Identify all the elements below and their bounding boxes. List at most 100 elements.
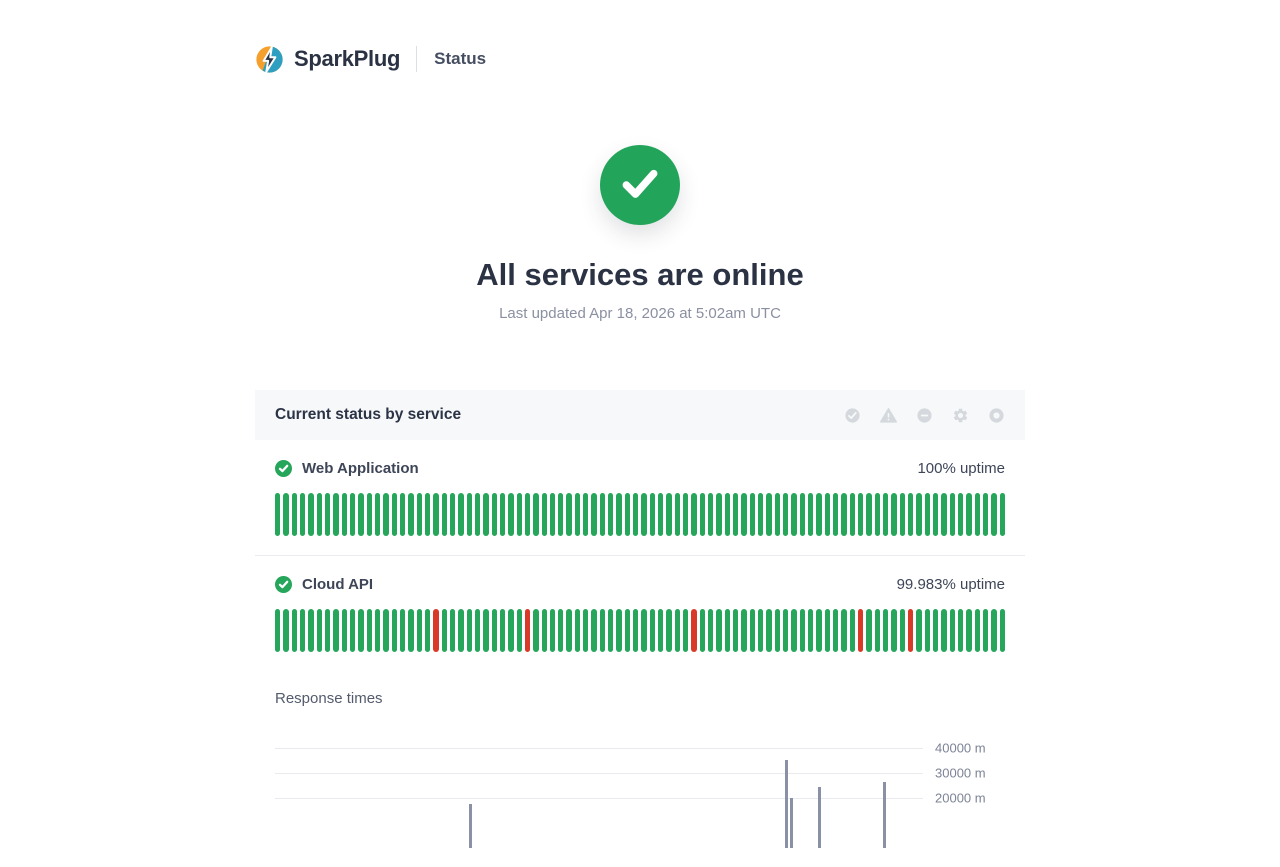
uptime-bar-up[interactable] <box>366 609 372 652</box>
uptime-bar-up[interactable] <box>824 609 830 652</box>
uptime-bar-up[interactable] <box>683 609 689 652</box>
uptime-bar-up[interactable] <box>832 493 839 536</box>
uptime-bar-up[interactable] <box>308 609 314 652</box>
uptime-bar-up[interactable] <box>574 609 581 652</box>
uptime-bar-up[interactable] <box>849 493 855 536</box>
uptime-bar-up[interactable] <box>466 493 472 536</box>
brand-logo-link[interactable]: SparkPlug <box>255 45 400 74</box>
response-times-chart[interactable]: 40000 m 30000 m 20000 m <box>275 723 1005 848</box>
uptime-bar-up[interactable] <box>608 493 614 536</box>
uptime-bar-up[interactable] <box>458 609 464 652</box>
uptime-bar-up[interactable] <box>566 609 572 652</box>
uptime-bar-up[interactable] <box>724 493 731 536</box>
uptime-bar-up[interactable] <box>399 609 406 652</box>
uptime-bar-up[interactable] <box>433 493 439 536</box>
check-circle-icon[interactable] <box>844 407 861 424</box>
uptime-bar-up[interactable] <box>583 493 589 536</box>
uptime-bar-up[interactable] <box>999 609 1005 652</box>
uptime-bar-up[interactable] <box>866 609 872 652</box>
uptime-bar-up[interactable] <box>832 609 839 652</box>
uptime-bar-down[interactable] <box>524 609 531 652</box>
uptime-bar-up[interactable] <box>783 493 789 536</box>
uptime-bar-up[interactable] <box>383 609 389 652</box>
uptime-bar-up[interactable] <box>499 609 506 652</box>
uptime-bar-up[interactable] <box>333 609 339 652</box>
uptime-bar-up[interactable] <box>674 609 681 652</box>
uptime-bar-up[interactable] <box>516 493 522 536</box>
uptime-bar-up[interactable] <box>374 609 381 652</box>
uptime-bar-up[interactable] <box>391 493 397 536</box>
gear-icon[interactable] <box>952 407 969 424</box>
uptime-bar-up[interactable] <box>758 493 764 536</box>
uptime-bar-up[interactable] <box>816 493 822 536</box>
uptime-bar-up[interactable] <box>974 609 980 652</box>
uptime-bar-up[interactable] <box>783 609 789 652</box>
uptime-bar-up[interactable] <box>424 493 431 536</box>
uptime-bar-up[interactable] <box>583 609 589 652</box>
uptime-bar-up[interactable] <box>733 493 739 536</box>
uptime-bar-up[interactable] <box>441 493 447 536</box>
uptime-bar-up[interactable] <box>324 493 331 536</box>
uptime-bar-up[interactable] <box>424 609 431 652</box>
uptime-bar-up[interactable] <box>907 493 914 536</box>
uptime-bar-up[interactable] <box>949 493 955 536</box>
uptime-bar-up[interactable] <box>591 609 597 652</box>
uptime-bar-up[interactable] <box>549 493 556 536</box>
uptime-bar-up[interactable] <box>641 609 647 652</box>
uptime-bar-up[interactable] <box>374 493 381 536</box>
uptime-bar-up[interactable] <box>483 609 489 652</box>
uptime-bar-up[interactable] <box>874 609 880 652</box>
uptime-bar-up[interactable] <box>949 609 955 652</box>
uptime-bar-up[interactable] <box>882 609 889 652</box>
uptime-bar-up[interactable] <box>574 493 581 536</box>
uptime-bar-up[interactable] <box>932 609 939 652</box>
uptime-bar-up[interactable] <box>591 493 597 536</box>
uptime-bar-up[interactable] <box>549 609 556 652</box>
uptime-bar-up[interactable] <box>816 609 822 652</box>
uptime-bar-up[interactable] <box>558 493 564 536</box>
uptime-bar-up[interactable] <box>408 609 414 652</box>
uptime-bar-up[interactable] <box>808 609 814 652</box>
uptime-bar-up[interactable] <box>299 493 306 536</box>
uptime-bar-up[interactable] <box>841 493 847 536</box>
uptime-bar-up[interactable] <box>541 493 547 536</box>
uptime-bar-up[interactable] <box>491 493 497 536</box>
uptime-bar-up[interactable] <box>916 609 922 652</box>
uptime-bar-up[interactable] <box>658 609 664 652</box>
uptime-bar-up[interactable] <box>316 493 322 536</box>
uptime-bar-up[interactable] <box>324 609 331 652</box>
uptime-bar-up[interactable] <box>449 609 456 652</box>
uptime-bar-up[interactable] <box>866 493 872 536</box>
uptime-bar-up[interactable] <box>941 493 947 536</box>
uptime-bar-up[interactable] <box>916 493 922 536</box>
uptime-bar-up[interactable] <box>699 493 706 536</box>
uptime-bar-up[interactable] <box>383 493 389 536</box>
uptime-bar-up[interactable] <box>699 609 706 652</box>
uptime-bar-down[interactable] <box>907 609 914 652</box>
uptime-bar-up[interactable] <box>882 493 889 536</box>
uptime-bar-up[interactable] <box>491 609 497 652</box>
uptime-bar-up[interactable] <box>283 609 289 652</box>
minus-circle-icon[interactable] <box>916 407 933 424</box>
uptime-bar-up[interactable] <box>941 609 947 652</box>
uptime-bar-up[interactable] <box>991 609 997 652</box>
uptime-bar-up[interactable] <box>349 609 356 652</box>
uptime-bar-up[interactable] <box>599 493 606 536</box>
uptime-bar-up[interactable] <box>649 493 656 536</box>
uptime-bar-up[interactable] <box>791 493 797 536</box>
uptime-bar-up[interactable] <box>666 609 672 652</box>
uptime-bar-up[interactable] <box>957 609 964 652</box>
uptime-bar-up[interactable] <box>957 493 964 536</box>
uptime-bar-up[interactable] <box>791 609 797 652</box>
uptime-bar-up[interactable] <box>416 493 422 536</box>
uptime-bar-up[interactable] <box>391 609 397 652</box>
uptime-bar-up[interactable] <box>674 493 681 536</box>
uptime-bar-up[interactable] <box>275 609 281 652</box>
uptime-bar-up[interactable] <box>508 493 514 536</box>
uptime-bar-up[interactable] <box>558 609 564 652</box>
uptime-bar-up[interactable] <box>624 609 631 652</box>
uptime-bar-up[interactable] <box>474 609 481 652</box>
uptime-bar-up[interactable] <box>358 493 364 536</box>
uptime-bar-down[interactable] <box>433 609 439 652</box>
uptime-bar-up[interactable] <box>749 493 756 536</box>
